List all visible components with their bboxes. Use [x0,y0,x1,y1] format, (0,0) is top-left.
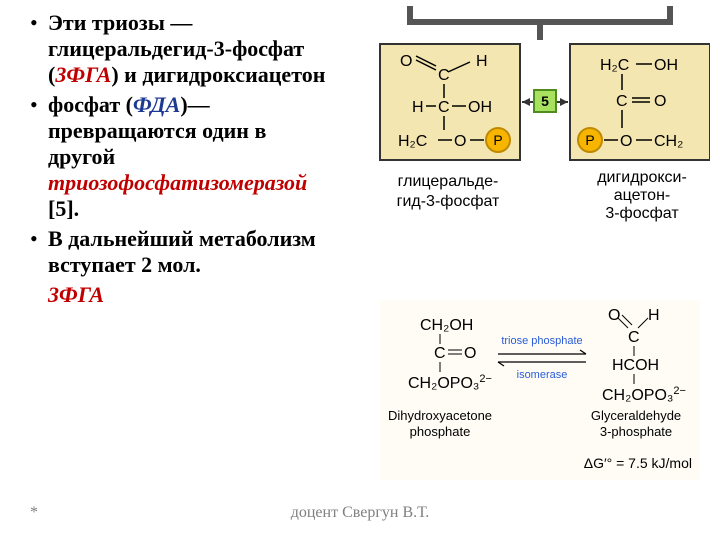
svg-text:O: O [454,133,466,150]
bullet-marker: • [30,10,48,88]
tail-text: 3ФГА [48,282,330,308]
caption: дигидрокси- [597,169,687,186]
bracket-icon [410,6,670,22]
caption: гид-3-фосфат [397,193,500,210]
phosphate-label: P [585,132,594,148]
svg-text:C: C [438,67,450,84]
formula-line: CH₂OPO₃ [602,387,673,404]
formula-line: H [648,307,660,324]
superscript: 2− [673,385,686,397]
formula-line: CH₂OH [420,317,473,334]
bullet-item: • фосфат (ФДА)— превращаются один в друг… [30,92,330,222]
svg-text:O: O [654,93,666,110]
bullet-text: Эти триозы — глицеральдегид-3-фосфат (3Ф… [48,10,330,88]
svg-text:H: H [412,99,424,116]
formula-line: O [608,307,620,324]
abbreviation: 3ФГА [55,62,111,87]
diagram-top: O H C H C OH H₂C O P H₂C OH C O P O [370,0,710,236]
caption: phosphate [410,424,471,439]
svg-text:C: C [616,93,628,110]
delta-g-label: ΔG′° = 7.5 kJ/mol [584,455,692,471]
svg-text:CH₂OPO₃2−: CH₂OPO₃2− [408,373,492,392]
caption: 3-фосфат [605,205,679,222]
bullet-item: • Эти триозы — глицеральдегид-3-фосфат (… [30,10,330,88]
abbreviation: ФДА [133,92,180,117]
formula-line: C [628,329,640,346]
svg-text:H₂C: H₂C [398,133,427,150]
bullet-marker: • [30,226,48,278]
svg-text:OH: OH [654,57,678,74]
step-number: 5 [541,93,549,109]
svg-text:O: O [400,53,412,70]
superscript: 2− [479,373,492,385]
phosphate-label: P [493,132,502,148]
enzyme-label: isomerase [517,369,568,381]
bullet-text: фосфат (ФДА)— превращаются один в другой… [48,92,330,222]
svg-text:OH: OH [468,99,492,116]
caption: глицеральде- [398,173,499,190]
formula-line: HCOH [612,357,659,374]
svg-text:H₂C: H₂C [600,57,629,74]
caption: 3-phosphate [600,424,672,439]
footer-author: доцент Свергун В.Т. [0,504,720,522]
svg-text:C: C [438,99,450,116]
interconvert-arrow: 5 [522,90,568,112]
bullet-item: • В дальнейший метаболизм вступает 2 мол… [30,226,330,278]
bullet-text: В дальнейший метаболизм вступает 2 мол. [48,226,330,278]
text-span: [5]. [48,196,79,221]
svg-text:CH₂: CH₂ [654,133,683,150]
caption: ацетон- [614,187,670,204]
svg-text:H: H [476,53,488,70]
caption: Glyceraldehyde [591,408,681,423]
svg-text:O: O [620,133,632,150]
bullet-list: • Эти триозы — глицеральдегид-3-фосфат (… [30,10,330,308]
bullet-marker: • [30,92,48,222]
molecule-right: H₂C OH C O P O CH₂ [570,44,710,160]
enzyme-name: триозофосфатизомеразой [48,170,307,195]
molecule-left: O H C H C OH H₂C O P [380,44,520,160]
svg-text:CH₂OPO₃2−: CH₂OPO₃2− [602,385,686,404]
text-span: ) и дигидроксиацетон [111,62,325,87]
formula-line: CH₂OPO₃ [408,375,479,392]
caption: Dihydroxyacetone [388,408,492,423]
enzyme-label: triose phosphate [501,335,582,347]
formula-line: O [464,345,476,362]
formula-line: C [434,345,446,362]
text-span: фосфат ( [48,92,133,117]
diagram-bottom: CH₂OH C O CH₂OPO₃2− Dihydroxyacetone pho… [380,300,700,480]
